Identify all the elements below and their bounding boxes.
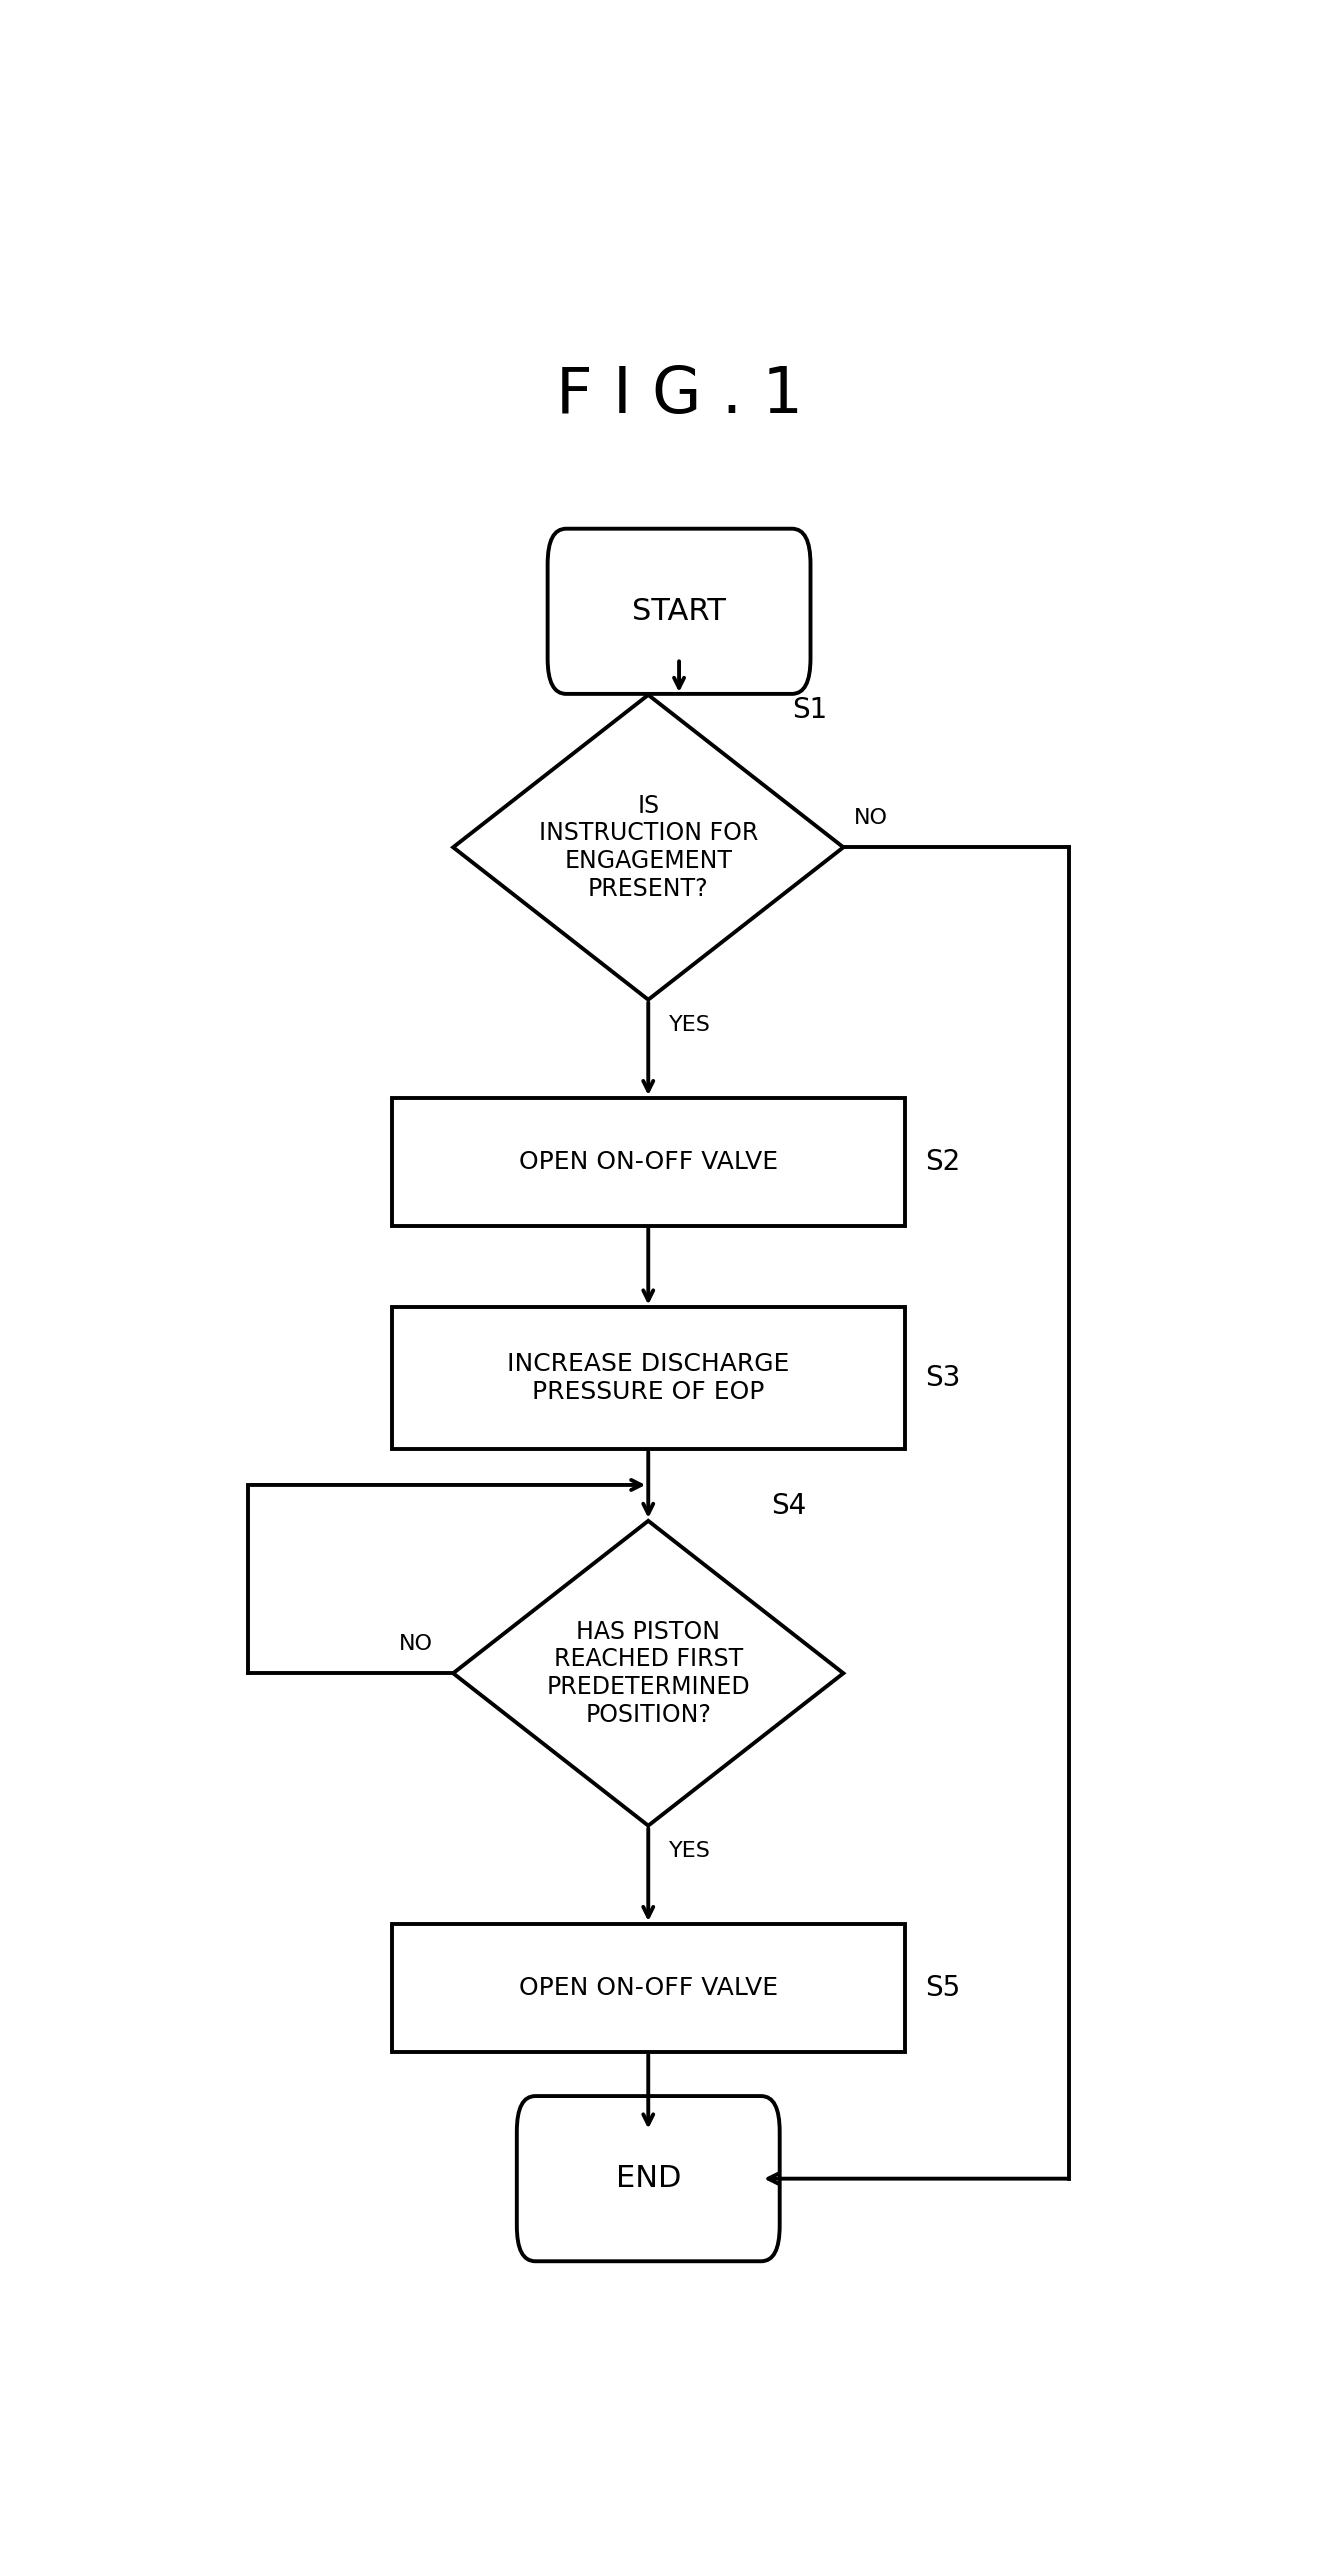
Text: START: START — [632, 598, 726, 626]
Polygon shape — [453, 1520, 843, 1826]
Text: OPEN ON-OFF VALVE: OPEN ON-OFF VALVE — [518, 1149, 778, 1175]
Polygon shape — [453, 695, 843, 999]
Bar — [392, 1923, 905, 2051]
Text: S5: S5 — [925, 1974, 961, 2002]
FancyBboxPatch shape — [517, 2097, 779, 2260]
Text: YES: YES — [669, 1016, 710, 1034]
Text: END: END — [616, 2163, 681, 2194]
Text: NO: NO — [399, 1635, 432, 1652]
Bar — [392, 1098, 905, 1226]
Text: S1: S1 — [792, 695, 827, 723]
FancyBboxPatch shape — [547, 529, 811, 695]
Bar — [392, 1308, 905, 1448]
Text: S4: S4 — [771, 1492, 807, 1520]
Text: S3: S3 — [925, 1364, 961, 1392]
Text: NO: NO — [853, 807, 888, 827]
Text: IS
INSTRUCTION FOR
ENGAGEMENT
PRESENT?: IS INSTRUCTION FOR ENGAGEMENT PRESENT? — [538, 794, 758, 902]
Text: OPEN ON-OFF VALVE: OPEN ON-OFF VALVE — [518, 1977, 778, 2000]
Text: INCREASE DISCHARGE
PRESSURE OF EOP: INCREASE DISCHARGE PRESSURE OF EOP — [507, 1354, 790, 1405]
Text: YES: YES — [669, 1841, 710, 1862]
Text: S2: S2 — [925, 1147, 961, 1175]
Text: HAS PISTON
REACHED FIRST
PREDETERMINED
POSITION?: HAS PISTON REACHED FIRST PREDETERMINED P… — [546, 1619, 750, 1727]
Text: F I G . 1: F I G . 1 — [555, 365, 803, 427]
